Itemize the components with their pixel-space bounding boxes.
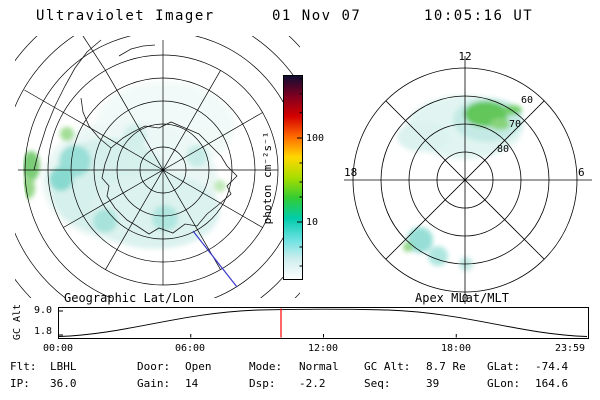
alt-xtick-1800: 18:00 (440, 343, 472, 354)
alt-xtick-2359: 23:59 (554, 343, 586, 354)
status-label: GC Alt: (364, 360, 411, 373)
colorbar-label: photon cm⁻²s⁻¹ (261, 131, 274, 225)
date-text: 01 Nov 07 (272, 8, 362, 24)
alt-ytick-max: 9.0 (33, 305, 52, 316)
terminator-line (192, 230, 238, 288)
mlt-label-18: 18 (344, 166, 357, 179)
status-gain: Gain: 14 (137, 377, 198, 390)
alt-panel-ticks (59, 310, 457, 338)
aurora-emission-apex (397, 95, 523, 271)
status-label: Dsp: (249, 377, 276, 390)
status-row-1: Flt: LBHL Door: Open Mode: Normal GC Alt: 8.… (0, 360, 600, 374)
colorbar-tick-10: 10 (306, 217, 319, 228)
colorbar-ticks (297, 78, 303, 267)
status-value: 164.6 (535, 377, 569, 390)
mlt-label-6: 6 (578, 166, 585, 179)
apex-plot: 12 18 6 0 80 70 60 (344, 50, 592, 305)
colorbar (283, 75, 303, 280)
mlat-label-80: 80 (497, 144, 509, 155)
status-label: Gain: (137, 377, 171, 390)
status-value: 14 (185, 377, 199, 390)
alt-panel-ylabel: GC Alt (12, 303, 23, 341)
status-label: GLon: (487, 377, 521, 390)
mlat-label-70: 70 (509, 119, 521, 130)
status-label: Mode: (249, 360, 283, 373)
status-glon: GLon: 164.6 (487, 377, 568, 390)
coastlines (33, 39, 238, 235)
status-seq: Seq: 39 (364, 377, 439, 390)
status-mode: Mode: Normal (249, 360, 339, 373)
geo-plot-caption: Geographic Lat/Lon (64, 291, 195, 305)
status-label: GLat: (487, 360, 521, 373)
latlon-grid (15, 36, 300, 298)
mlat-mlt-grid (344, 56, 592, 304)
status-flt: Flt: LBHL (10, 360, 77, 373)
alt-xtick-0000: 00:00 (42, 343, 74, 354)
alt-panel-border (58, 307, 589, 339)
status-value: LBHL (50, 360, 77, 373)
status-glat: GLat: -74.4 (487, 360, 568, 373)
status-label: Door: (137, 360, 171, 373)
alt-xtick-1200: 12:00 (307, 343, 339, 354)
status-value: 36.0 (50, 377, 77, 390)
status-gcalt: GC Alt: 8.7 Re (364, 360, 466, 373)
app-title: Ultraviolet Imager (36, 8, 215, 24)
status-value: 8.7 Re (426, 360, 466, 373)
geographic-map (15, 36, 300, 298)
status-value: 39 (426, 377, 440, 390)
apex-plot-caption: Apex MLat/MLT (415, 291, 509, 305)
status-label: Flt: (10, 360, 37, 373)
alt-panel (58, 307, 589, 339)
status-ip: IP: 36.0 (10, 377, 77, 390)
time-text: 10:05:16 UT (424, 8, 534, 24)
status-value: Normal (299, 360, 339, 373)
status-door: Door: Open (137, 360, 212, 373)
status-value: -74.4 (535, 360, 569, 373)
colorbar-gradient (283, 75, 303, 280)
status-label: IP: (10, 377, 30, 390)
status-dsp: Dsp: -2.2 (249, 377, 326, 390)
status-value: -2.2 (299, 377, 326, 390)
mlt-label-0: 0 (462, 292, 469, 305)
mlat-label-60: 60 (521, 95, 533, 106)
status-label: Seq: (364, 377, 391, 390)
alt-ytick-min: 1.8 (33, 326, 52, 337)
mlt-label-12: 12 (458, 50, 471, 63)
colorbar-tick-100: 100 (306, 133, 325, 144)
status-row-2: IP: 36.0 Gain: 14 Dsp: -2.2 Seq: 39 GLon: 164… (0, 377, 600, 391)
status-value: Open (185, 360, 212, 373)
altitude-curve (58, 308, 588, 337)
alt-xtick-0600: 06:00 (174, 343, 206, 354)
